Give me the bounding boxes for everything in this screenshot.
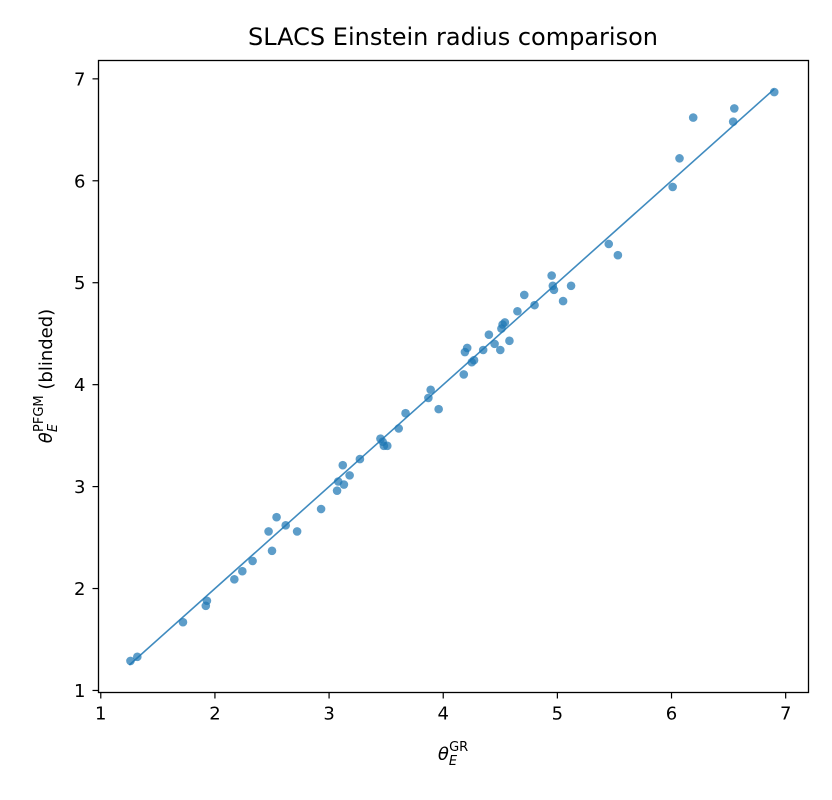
data-point (401, 408, 410, 418)
y-label-subscript: E (46, 423, 61, 432)
y-tick-label: 4 (74, 375, 85, 396)
data-point (490, 339, 499, 349)
y-axis-label: θEPFGM (blinded) (32, 309, 61, 443)
data-point (613, 250, 623, 260)
x-label-symbol: θ (438, 744, 449, 765)
data-point (202, 596, 212, 606)
data-point (505, 336, 514, 346)
data-point (345, 471, 354, 480)
data-point (728, 117, 738, 126)
x-axis-label: θEGR (438, 740, 468, 769)
x-label-subscript: E (449, 754, 458, 769)
data-point (338, 460, 348, 470)
data-point (133, 652, 142, 662)
data-point (316, 504, 326, 514)
data-point (530, 300, 539, 310)
data-point (730, 104, 739, 113)
reference-line-layer (128, 88, 775, 666)
data-point (469, 355, 479, 365)
data-point (459, 370, 469, 379)
data-point (281, 521, 291, 530)
data-point (604, 239, 614, 249)
data-point (332, 486, 342, 495)
data-point (549, 285, 559, 295)
data-point (484, 330, 494, 340)
data-point (668, 182, 677, 192)
data-point (272, 512, 281, 522)
x-tick-label: 3 (323, 704, 334, 725)
data-point (434, 404, 443, 414)
y-label-superscript: PFGM (32, 395, 47, 432)
data-point (513, 306, 522, 316)
x-tick-label: 6 (666, 704, 677, 725)
y-label-suffix: (blinded) (36, 309, 57, 396)
y-axis: 1 2 3 4 5 6 7 (74, 69, 99, 702)
data-point (248, 556, 257, 566)
x-tick-label: 5 (552, 704, 563, 725)
y-tick-label: 7 (74, 69, 85, 90)
x-label-superscript: GR (449, 740, 468, 755)
x-tick-label: 7 (780, 704, 791, 725)
data-point (496, 345, 505, 355)
data-point (178, 617, 188, 627)
x-tick-label: 4 (438, 704, 449, 725)
x-tick-label: 2 (209, 704, 220, 725)
data-point (566, 281, 576, 291)
data-point (267, 546, 277, 556)
chart-title: SLACS Einstein radius comparison (248, 23, 658, 51)
y-tick-label: 3 (74, 477, 85, 498)
data-point (675, 154, 684, 163)
data-point (688, 113, 698, 122)
data-point (547, 271, 556, 280)
y-tick-label: 2 (74, 579, 85, 600)
x-tick-label: 1 (95, 704, 106, 725)
reference-line (128, 88, 775, 666)
data-point (230, 575, 239, 584)
data-point (769, 87, 779, 97)
plot-frame (97, 59, 810, 694)
data-point (238, 566, 247, 576)
data-point (126, 656, 135, 666)
data-point (394, 424, 404, 433)
data-point (426, 385, 435, 395)
data-point (264, 527, 273, 536)
data-point (462, 343, 472, 353)
data-point (558, 296, 568, 306)
data-points-layer (126, 87, 779, 666)
x-axis: 1 2 3 4 5 6 7 (95, 692, 791, 725)
y-tick-label: 1 (74, 681, 85, 702)
y-tick-label: 6 (74, 171, 85, 192)
data-point (519, 290, 529, 300)
data-point (500, 318, 510, 327)
data-point (339, 480, 349, 489)
y-tick-label: 5 (74, 273, 85, 294)
y-label-symbol: θ (36, 432, 57, 443)
data-point (355, 454, 365, 464)
data-point (424, 393, 433, 403)
data-point (292, 527, 302, 536)
data-point (382, 441, 392, 451)
data-point (478, 345, 488, 355)
